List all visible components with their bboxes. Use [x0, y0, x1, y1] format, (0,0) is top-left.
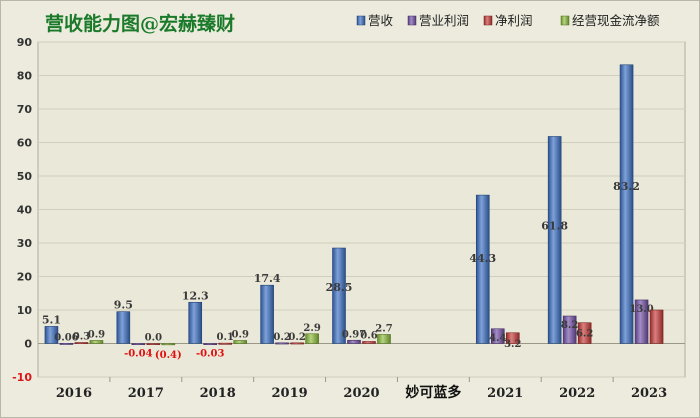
y-tick-label: 90: [17, 36, 33, 49]
data-label: 0.9: [88, 329, 105, 340]
bar: [218, 342, 233, 345]
bar: [203, 343, 218, 346]
bar: [233, 340, 248, 344]
bar: [377, 334, 391, 344]
data-label: -0.04: [124, 349, 153, 360]
x-tick-label: 2018: [200, 386, 236, 401]
y-tick-label: 70: [17, 103, 33, 116]
bar: [362, 341, 376, 344]
data-label: 4.4: [489, 333, 506, 344]
x-tick-label: 2023: [631, 386, 667, 401]
x-tick-label: 2016: [56, 386, 92, 401]
x-tick-label: 2021: [487, 386, 523, 401]
data-label: 0.97: [342, 329, 366, 340]
y-tick-label: 50: [17, 170, 33, 183]
data-label: 2.7: [375, 323, 392, 334]
bar: [74, 342, 89, 344]
data-label: 12.3: [182, 289, 209, 302]
legend-label: 营收: [368, 13, 394, 28]
x-tick-label: 2017: [128, 386, 164, 401]
data-label: 5.1: [42, 313, 61, 326]
data-label: 44.3: [469, 252, 496, 265]
y-tick-label: 20: [17, 271, 33, 284]
x-tick-label: 2019: [272, 386, 308, 401]
bar: [619, 64, 634, 344]
data-label: 0.2: [273, 332, 290, 343]
y-tick-label: 30: [17, 237, 33, 250]
legend-swatch: [356, 15, 366, 26]
data-label: 2.9: [303, 323, 320, 334]
x-tick-label: 2022: [559, 386, 595, 401]
data-label: 0.06: [54, 332, 78, 343]
bar: [577, 322, 592, 344]
data-label: 17.4: [254, 272, 281, 285]
data-label: (0.4): [155, 350, 182, 361]
bar: [290, 342, 304, 345]
data-label: 0.9: [232, 329, 249, 340]
bar: [161, 343, 176, 346]
data-label: 13.0: [629, 304, 653, 315]
legend-swatch: [407, 15, 417, 26]
bar: [44, 326, 59, 344]
bar: [634, 299, 649, 344]
bar: [562, 315, 577, 344]
bar: [490, 328, 505, 344]
y-tick-label: -10: [12, 371, 32, 384]
bar: [260, 284, 274, 344]
bar: [505, 332, 520, 344]
y-tick-label: 40: [17, 204, 33, 217]
y-tick-label: 60: [17, 137, 33, 150]
y-tick-label: 0: [24, 338, 32, 351]
watermark-text: 妙可蓝多: [405, 384, 461, 401]
data-label: 0.2: [288, 332, 305, 343]
bar: [188, 301, 203, 344]
data-label: 3.2: [504, 339, 521, 350]
legend-label: 净利润: [495, 13, 533, 28]
bar: [475, 194, 490, 344]
data-label: -0.03: [196, 349, 225, 360]
data-label: 28.5: [326, 281, 353, 294]
data-label: 0.6: [360, 330, 377, 341]
bar: [146, 343, 161, 346]
bar: [347, 339, 361, 344]
bar: [59, 342, 74, 345]
bar: [649, 309, 664, 344]
data-label: 61.8: [541, 220, 568, 233]
data-label: 0.0: [145, 333, 162, 344]
bar: [305, 333, 319, 344]
data-label: 83.2: [613, 180, 640, 193]
legend-label: 营业利润: [419, 13, 469, 28]
data-label: 0.3: [73, 331, 90, 342]
bar: [332, 247, 346, 344]
legend-swatch: [560, 15, 570, 26]
chart-title: 营收能力图@宏赫臻财: [45, 12, 235, 35]
data-label: 8.2: [561, 320, 578, 331]
bar: [89, 340, 104, 344]
legend-label: 经营现金流净额: [572, 13, 660, 28]
bar: [547, 136, 562, 344]
data-label: 6.2: [576, 329, 593, 340]
data-label: 9.5: [114, 299, 133, 312]
data-label: 0.1: [217, 332, 234, 343]
bar: [131, 343, 146, 346]
x-tick-label: 2020: [343, 386, 379, 401]
bar: [116, 311, 131, 344]
y-tick-label: 80: [17, 70, 33, 83]
legend-swatch: [483, 15, 493, 26]
bar: [275, 342, 289, 345]
y-tick-label: 10: [17, 304, 33, 317]
